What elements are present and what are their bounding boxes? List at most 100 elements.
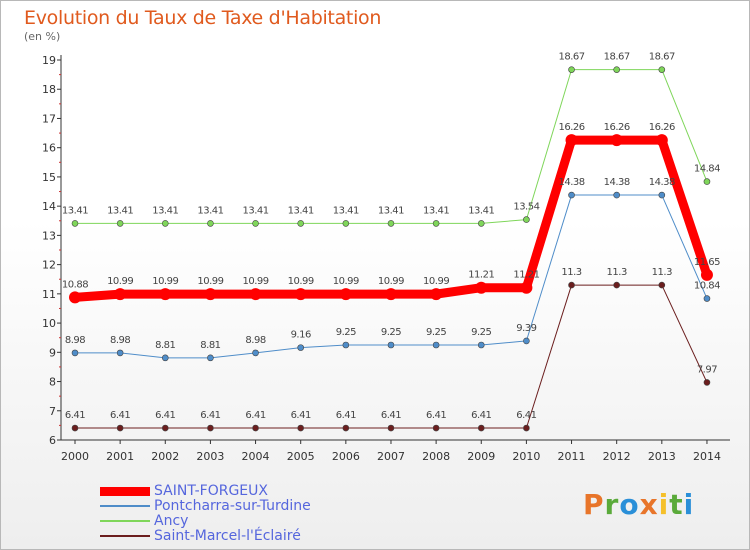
data-label: 8.98: [65, 335, 85, 346]
data-point: [342, 220, 350, 227]
y-tick-label: 14: [42, 200, 56, 213]
data-label: 9.25: [381, 327, 401, 338]
data-point: [613, 191, 620, 199]
axes: 6 7 8 9 10 11 12 13 14 15 16 17 18 19 2000 2001 2002 2003…: [42, 54, 730, 463]
data-label: 16.26: [649, 122, 675, 133]
data-label: 10.99: [107, 276, 133, 287]
legend-label: Ancy: [154, 513, 189, 529]
data-point: [249, 288, 262, 301]
logo-letter: o: [619, 488, 640, 521]
data-point: [252, 349, 259, 357]
data-label: 10.99: [378, 276, 404, 287]
legend-swatch: [100, 520, 150, 522]
data-point: [658, 281, 666, 289]
data-label: 11.65: [694, 257, 720, 268]
logo-letter: t: [669, 488, 684, 521]
data-point: [116, 220, 124, 227]
x-tick-label: 2002: [151, 450, 179, 463]
x-tick-label: 2005: [287, 450, 315, 463]
data-label: 13.41: [378, 205, 404, 216]
data-point: [204, 288, 217, 301]
data-label: 18.67: [604, 52, 630, 63]
data-label: 18.67: [649, 52, 675, 63]
legend-swatch: [100, 486, 150, 496]
data-point: [384, 288, 397, 301]
data-label: 6.41: [245, 410, 265, 421]
data-point: [252, 220, 259, 227]
data-point: [71, 424, 79, 432]
data-label: 6.41: [291, 410, 311, 421]
x-tick-label: 2006: [332, 450, 360, 463]
data-point: [475, 281, 488, 294]
data-point: [703, 178, 711, 185]
data-label: 9.25: [336, 327, 356, 338]
data-point: [432, 424, 440, 432]
data-label: 6.41: [65, 410, 85, 421]
data-point: [658, 66, 666, 73]
proxiti-logo: Proxiti: [583, 488, 694, 521]
data-point: [116, 424, 124, 432]
chart-title: Evolution du Taux de Taxe d'Habitation: [24, 7, 382, 29]
data-point: [613, 66, 620, 73]
logo-letter: P: [583, 488, 605, 521]
data-point: [161, 424, 169, 432]
data-point: [71, 349, 79, 357]
data-point: [297, 220, 305, 227]
data-point: [342, 341, 350, 349]
data-label: 6.41: [381, 410, 401, 421]
line-chart: 6 7 8 9 10 11 12 13 14 15 16 17 18 19 2000 2001 2002 2003…: [42, 52, 730, 463]
data-label: 13.41: [152, 205, 178, 216]
x-tick-label: 2013: [648, 450, 676, 463]
legend-swatch: [100, 505, 150, 507]
data-label: 13.41: [423, 205, 449, 216]
data-label: 9.25: [471, 327, 491, 338]
series-layer: [69, 66, 713, 432]
data-label: 10.99: [333, 276, 359, 287]
data-label: 14.38: [604, 177, 630, 188]
data-point: [523, 424, 530, 432]
data-label: 10.99: [423, 276, 449, 287]
data-point: [432, 220, 440, 227]
y-tick-label: 7: [49, 405, 56, 418]
data-point: [116, 349, 124, 357]
data-label: 14.84: [694, 164, 720, 175]
data-point: [207, 220, 214, 227]
data-label: 13.41: [107, 205, 133, 216]
series-line: [74, 284, 708, 429]
legend-label: Pontcharra-sur-Turdine: [154, 498, 311, 514]
y-tick-label: 10: [42, 317, 56, 330]
data-point: [477, 424, 485, 432]
data-point: [568, 281, 575, 289]
legend-label: Saint-Marcel-l'Éclairé: [154, 528, 301, 544]
data-label: 14.38: [649, 177, 675, 188]
y-tick-label: 11: [42, 288, 56, 301]
data-label: 11.21: [468, 270, 494, 281]
data-label: 13.41: [62, 205, 88, 216]
data-point: [568, 66, 575, 73]
data-point: [430, 288, 443, 301]
data-label: 9.16: [291, 330, 311, 341]
data-label: 11.3: [561, 267, 581, 278]
y-tick-label: 12: [42, 259, 56, 272]
data-point: [613, 281, 620, 289]
series-2: [71, 66, 711, 227]
data-label: 13.54: [513, 202, 539, 213]
data-label: 13.41: [468, 205, 494, 216]
data-point: [114, 288, 127, 301]
data-point: [387, 341, 395, 349]
logo-letter: i: [683, 488, 695, 521]
data-label: 10.99: [288, 276, 314, 287]
series-3: [69, 134, 713, 304]
data-label: 9.39: [516, 323, 536, 334]
data-label: 9.25: [426, 327, 446, 338]
data-label: 11.21: [513, 270, 539, 281]
data-label: 16.26: [604, 122, 630, 133]
data-label: 13.41: [333, 205, 359, 216]
y-tick-label: 9: [49, 346, 56, 359]
data-point: [69, 291, 81, 304]
data-point: [207, 354, 214, 362]
data-label: 10.99: [197, 276, 223, 287]
x-tick-label: 2011: [558, 450, 586, 463]
x-tick-label: 2007: [377, 450, 405, 463]
